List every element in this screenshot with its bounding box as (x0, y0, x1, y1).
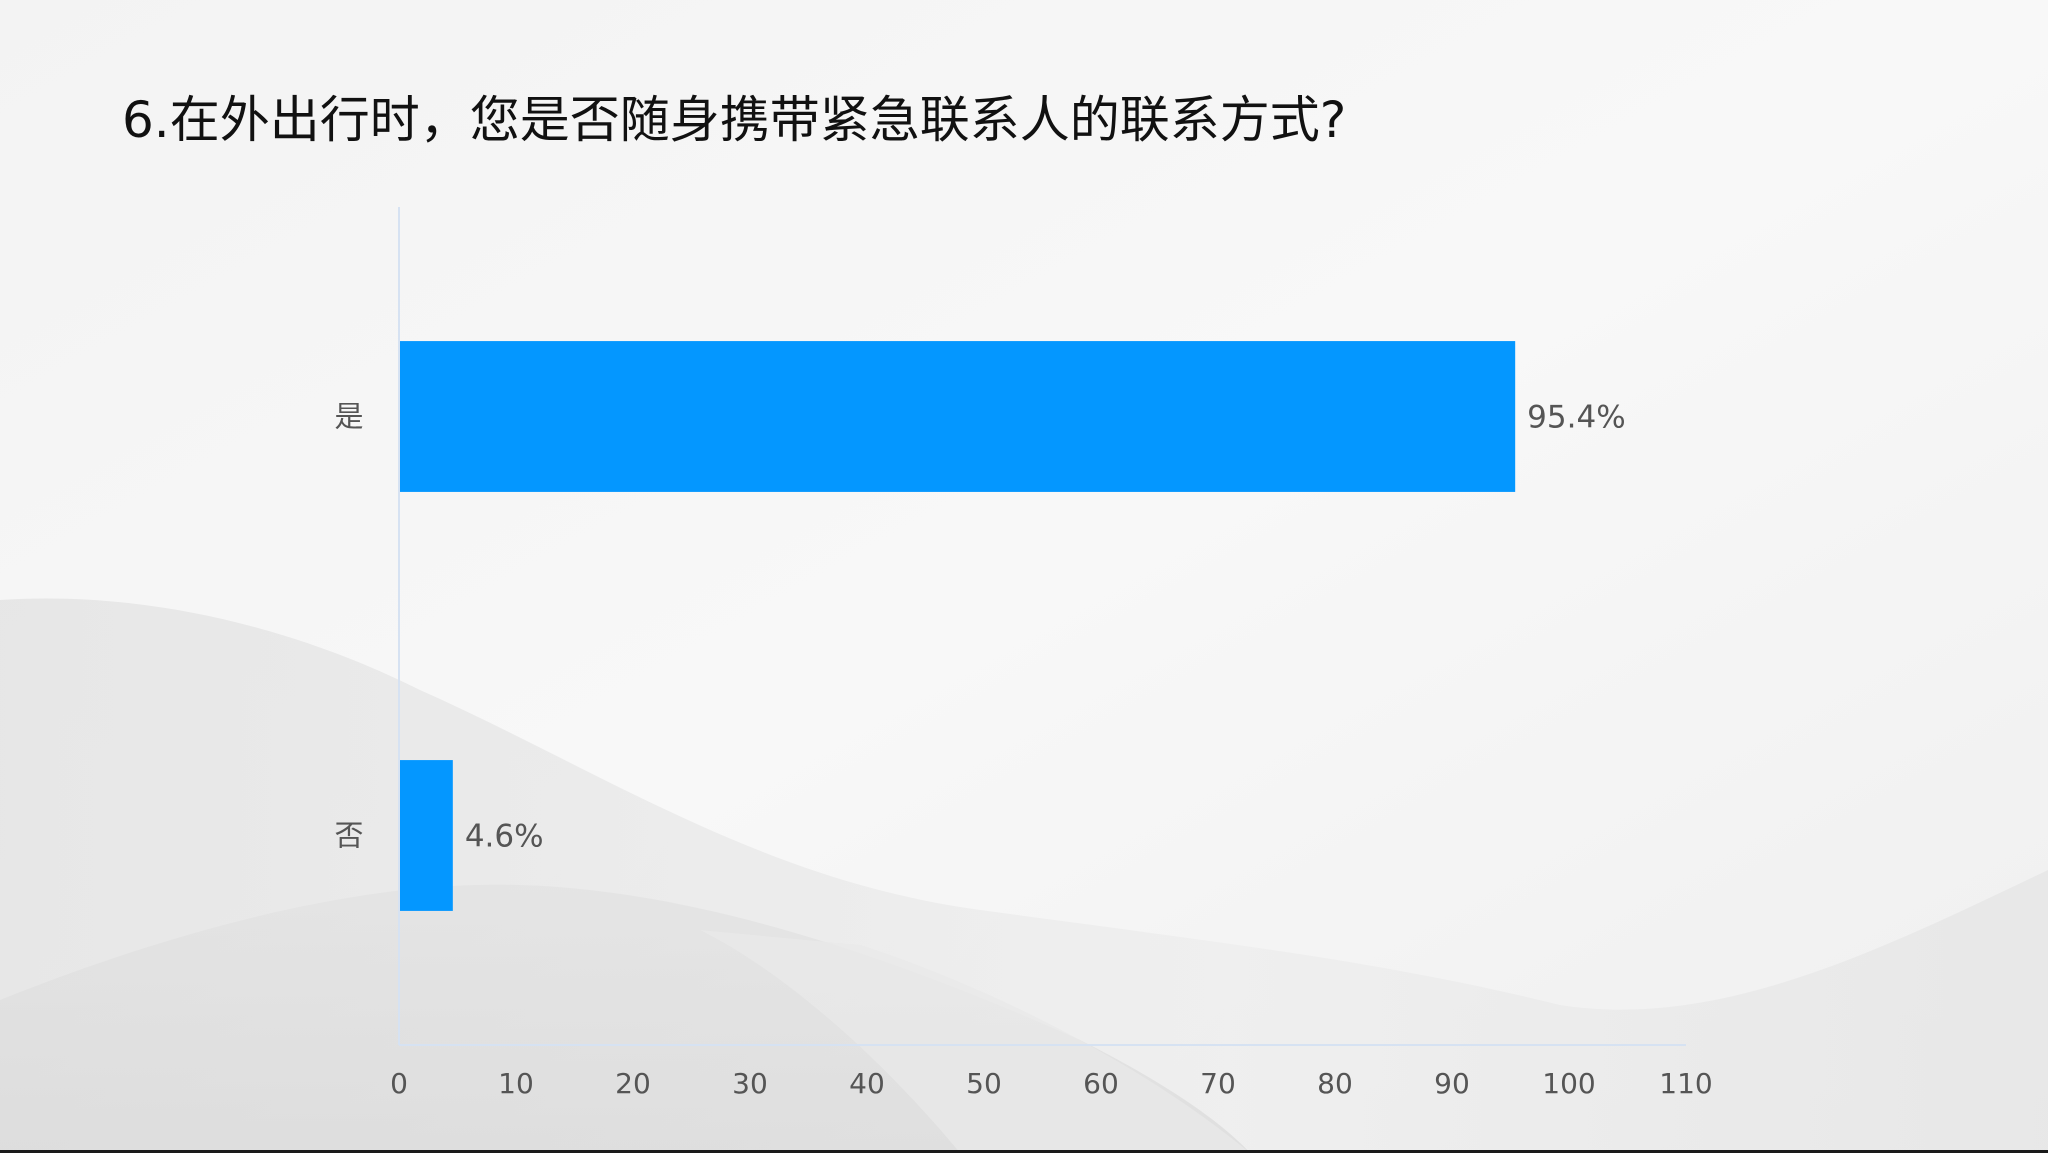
category-label: 是 (334, 400, 363, 434)
bars (400, 341, 1516, 911)
data-label: 4.6% (465, 819, 544, 855)
x-tick-label: 100 (1542, 1067, 1595, 1100)
x-tick-label: 90 (1434, 1067, 1470, 1100)
bottom-border (0, 1150, 2048, 1153)
x-tick-label: 110 (1659, 1067, 1712, 1100)
x-tick-label: 0 (390, 1067, 408, 1100)
bar (400, 341, 1516, 492)
x-tick-label: 70 (1200, 1067, 1236, 1100)
bar (400, 760, 453, 911)
x-tick-label: 30 (732, 1067, 768, 1100)
x-tick-label: 50 (966, 1067, 1002, 1100)
category-label: 否 (334, 819, 363, 853)
x-tick-label: 60 (1083, 1067, 1119, 1100)
x-tick-label: 10 (498, 1067, 534, 1100)
axes (398, 207, 1686, 1046)
labels: 0 10 20 30 40 50 60 70 80 90 100 110 是 95.4% 否 4.6% (334, 400, 1712, 1101)
x-tick-label: 80 (1317, 1067, 1353, 1100)
data-label: 95.4% (1527, 400, 1625, 436)
x-tick-label: 40 (849, 1067, 885, 1100)
chart-title: 6.在外出行时，您是否随身携带紧急联系人的联系方式? (122, 91, 1347, 149)
x-tick-label: 20 (615, 1067, 651, 1100)
